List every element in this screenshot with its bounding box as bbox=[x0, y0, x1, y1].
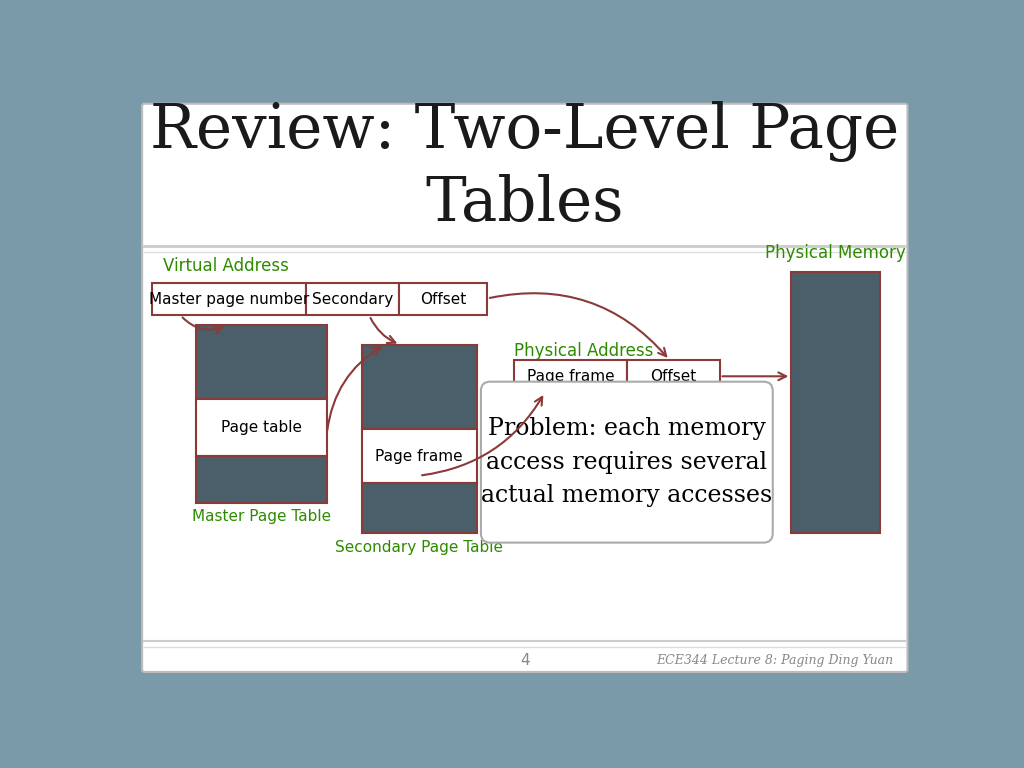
Text: Offset: Offset bbox=[650, 369, 696, 384]
FancyArrowPatch shape bbox=[328, 347, 380, 431]
Text: Virtual Address: Virtual Address bbox=[163, 257, 289, 276]
FancyArrowPatch shape bbox=[489, 293, 667, 356]
Text: 4: 4 bbox=[520, 653, 529, 668]
Bar bbox=[361, 483, 477, 533]
Text: Problem: each memory
access requires several
actual memory accesses: Problem: each memory access requires sev… bbox=[481, 417, 772, 508]
Bar bbox=[361, 429, 477, 483]
FancyArrowPatch shape bbox=[182, 317, 222, 333]
Text: Review: Two-Level Page
Tables: Review: Two-Level Page Tables bbox=[151, 101, 899, 234]
Text: ECE344 Lecture 8: Paging Ding Yuan: ECE344 Lecture 8: Paging Ding Yuan bbox=[655, 654, 893, 667]
Bar bbox=[196, 326, 327, 399]
Bar bbox=[153, 283, 306, 316]
Bar bbox=[514, 360, 628, 392]
FancyArrowPatch shape bbox=[371, 318, 395, 343]
Text: Physical Memory: Physical Memory bbox=[765, 243, 905, 262]
Text: Secondary Page Table: Secondary Page Table bbox=[335, 540, 504, 554]
Text: Secondary: Secondary bbox=[311, 292, 393, 306]
Bar bbox=[306, 283, 398, 316]
FancyBboxPatch shape bbox=[142, 104, 907, 672]
Text: Offset: Offset bbox=[420, 292, 466, 306]
Text: Master Page Table: Master Page Table bbox=[191, 508, 331, 524]
FancyBboxPatch shape bbox=[481, 382, 773, 543]
Bar bbox=[361, 345, 477, 429]
Text: Master page number: Master page number bbox=[150, 292, 309, 306]
Bar bbox=[196, 399, 327, 456]
Text: Physical Address: Physical Address bbox=[514, 342, 653, 360]
Bar bbox=[398, 283, 487, 316]
Text: Page table: Page table bbox=[221, 420, 302, 435]
Bar bbox=[628, 360, 720, 392]
Bar bbox=[196, 456, 327, 502]
Bar bbox=[792, 272, 880, 533]
Text: Page frame: Page frame bbox=[376, 449, 463, 464]
FancyArrowPatch shape bbox=[422, 397, 543, 475]
Text: Page frame: Page frame bbox=[526, 369, 614, 384]
